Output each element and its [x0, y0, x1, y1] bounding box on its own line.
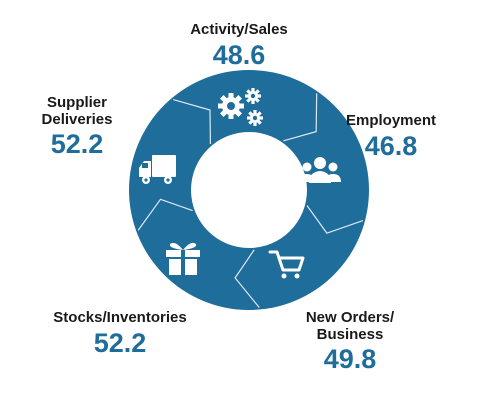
- segment-employment-value: 46.8: [364, 130, 418, 161]
- segment-activity-name: Activity/Sales: [190, 21, 288, 38]
- segment-divider: [234, 249, 260, 308]
- segment-stocks-label: Stocks/Inventories 52.2: [30, 309, 210, 358]
- segment-employment-label: Employment 46.8: [326, 112, 456, 161]
- segment-stocks-name: Stocks/Inventories: [53, 309, 187, 326]
- segment-neworders-value: 49.8: [323, 344, 377, 374]
- people-icon: [299, 157, 341, 183]
- segment-divider: [137, 198, 193, 231]
- cart-icon: [268, 250, 305, 279]
- segment-neworders-label: New Orders/ Business 49.8: [290, 309, 410, 375]
- segment-divider: [283, 93, 318, 142]
- gift-icon: [166, 242, 200, 275]
- segment-activity-value: 48.6: [212, 39, 266, 70]
- segment-supplier-name: Supplier Deliveries: [41, 94, 113, 128]
- ring: [129, 70, 369, 310]
- segment-supplier-label: Supplier Deliveries 52.2: [22, 94, 132, 160]
- truck-icon: [139, 155, 176, 184]
- segment-divider: [306, 205, 364, 234]
- segment-divider: [172, 99, 212, 145]
- segment-neworders-name: New Orders/ Business: [305, 309, 395, 343]
- segment-stocks-value: 52.2: [93, 327, 147, 358]
- ring-body: [129, 70, 369, 310]
- segment-activity-label: Activity/Sales 48.6: [164, 21, 314, 70]
- segment-employment-name: Employment: [345, 112, 436, 129]
- segment-supplier-value: 52.2: [50, 129, 104, 159]
- gears-icon: [218, 88, 263, 126]
